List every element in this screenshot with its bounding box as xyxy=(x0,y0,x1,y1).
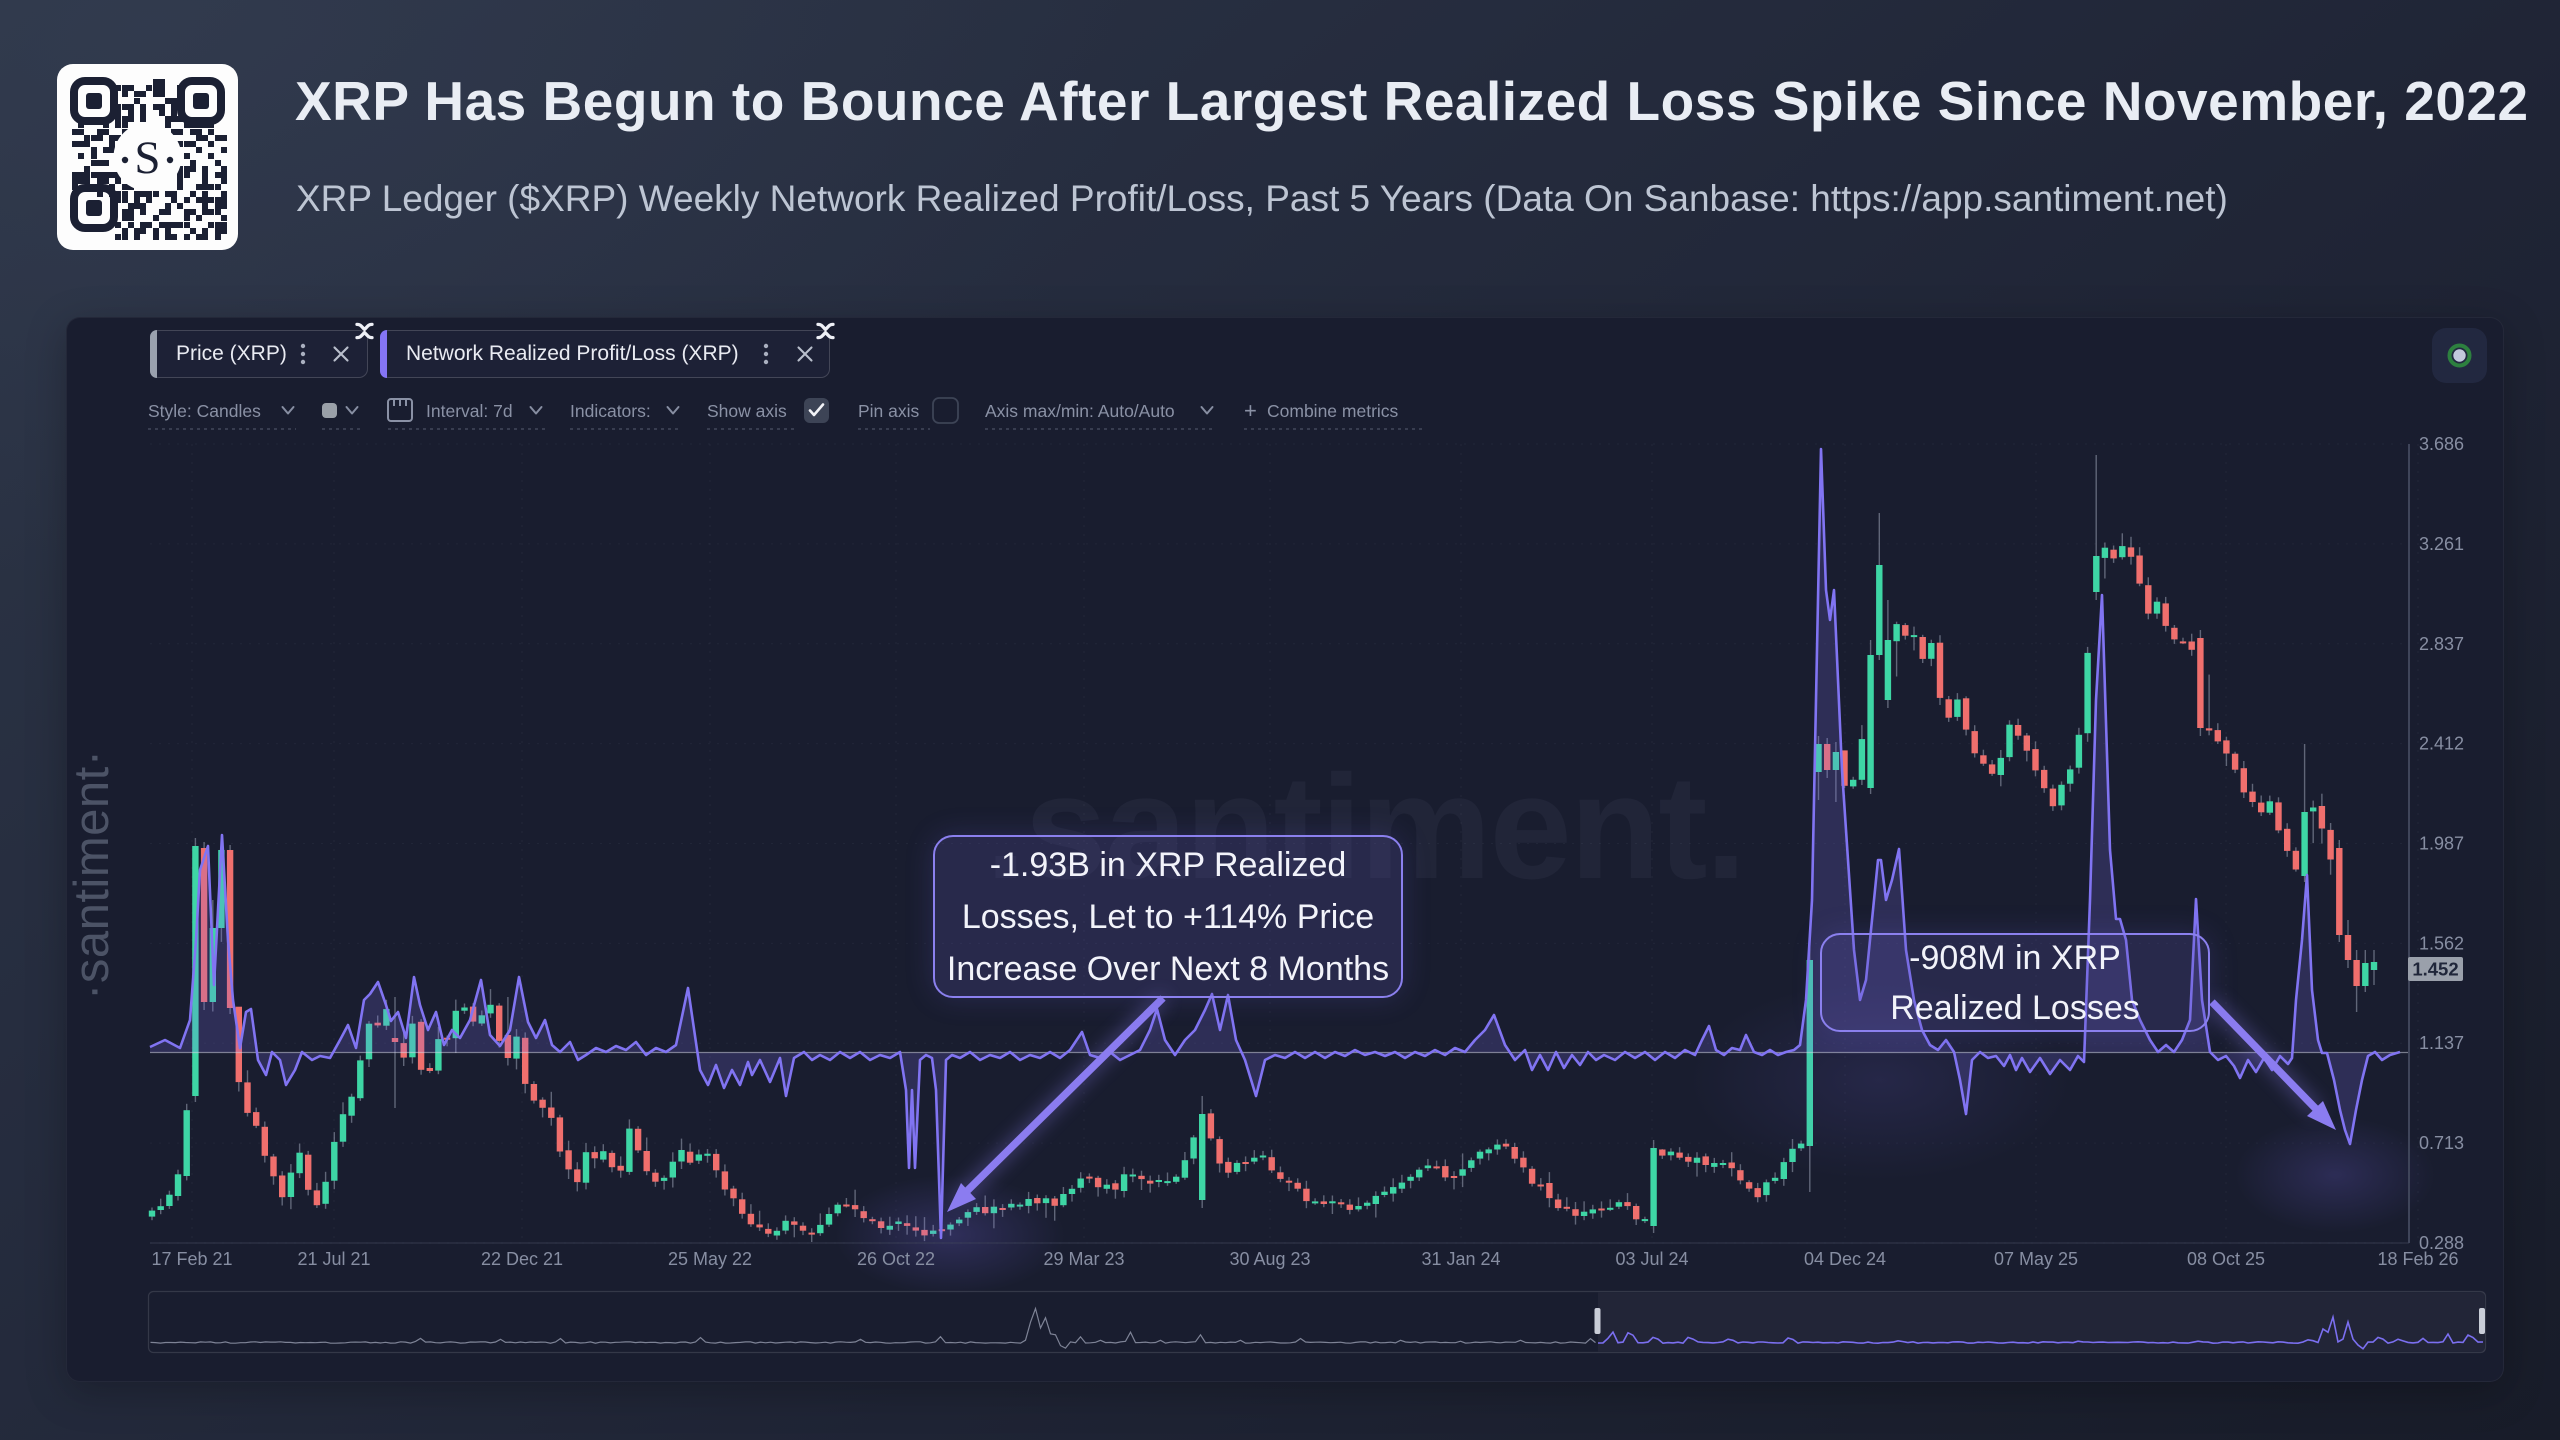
svg-text:30 Aug 23: 30 Aug 23 xyxy=(1229,1249,1310,1269)
svg-text:Pin axis: Pin axis xyxy=(858,401,920,421)
svg-text:07 May 25: 07 May 25 xyxy=(1994,1249,2078,1269)
svg-text:1.137: 1.137 xyxy=(2419,1033,2464,1053)
svg-text:Axis max/min: Auto/Auto: Axis max/min: Auto/Auto xyxy=(985,401,1175,421)
svg-text:1.562: 1.562 xyxy=(2419,933,2464,953)
svg-text:1.987: 1.987 xyxy=(2419,834,2464,854)
svg-text:1.452: 1.452 xyxy=(2412,959,2458,980)
svg-text:Combine metrics: Combine metrics xyxy=(1267,401,1399,421)
svg-text:04 Dec 24: 04 Dec 24 xyxy=(1804,1249,1886,1269)
svg-text:Indicators:: Indicators: xyxy=(570,401,651,421)
svg-text:29 Mar 23: 29 Mar 23 xyxy=(1043,1249,1124,1269)
svg-text:Show axis: Show axis xyxy=(707,401,787,421)
svg-text:Interval: 7d: Interval: 7d xyxy=(426,401,513,421)
svg-text:18 Feb 26: 18 Feb 26 xyxy=(2377,1249,2458,1269)
svg-text:25 May 22: 25 May 22 xyxy=(668,1249,752,1269)
svg-text:3.686: 3.686 xyxy=(2419,434,2464,454)
svg-text:2.837: 2.837 xyxy=(2419,634,2464,654)
svg-text:21 Jul 21: 21 Jul 21 xyxy=(297,1249,370,1269)
svg-text:26 Oct 22: 26 Oct 22 xyxy=(857,1249,935,1269)
svg-text:0.288: 0.288 xyxy=(2419,1233,2464,1253)
svg-text:0.713: 0.713 xyxy=(2419,1133,2464,1153)
svg-text:Style: Candles: Style: Candles xyxy=(148,401,261,421)
svg-text:S: S xyxy=(134,132,160,184)
svg-text:17 Feb 21: 17 Feb 21 xyxy=(151,1249,232,1269)
svg-text:3.261: 3.261 xyxy=(2419,534,2464,554)
svg-text:08 Oct 25: 08 Oct 25 xyxy=(2187,1249,2265,1269)
svg-text:2.412: 2.412 xyxy=(2419,734,2464,754)
svg-text:+: + xyxy=(1244,398,1257,423)
svg-text:31 Jan 24: 31 Jan 24 xyxy=(1421,1249,1500,1269)
svg-text:03 Jul 24: 03 Jul 24 xyxy=(1615,1249,1688,1269)
svg-text:22 Dec 21: 22 Dec 21 xyxy=(481,1249,563,1269)
svg-text:.santiment.: .santiment. xyxy=(985,745,1744,910)
